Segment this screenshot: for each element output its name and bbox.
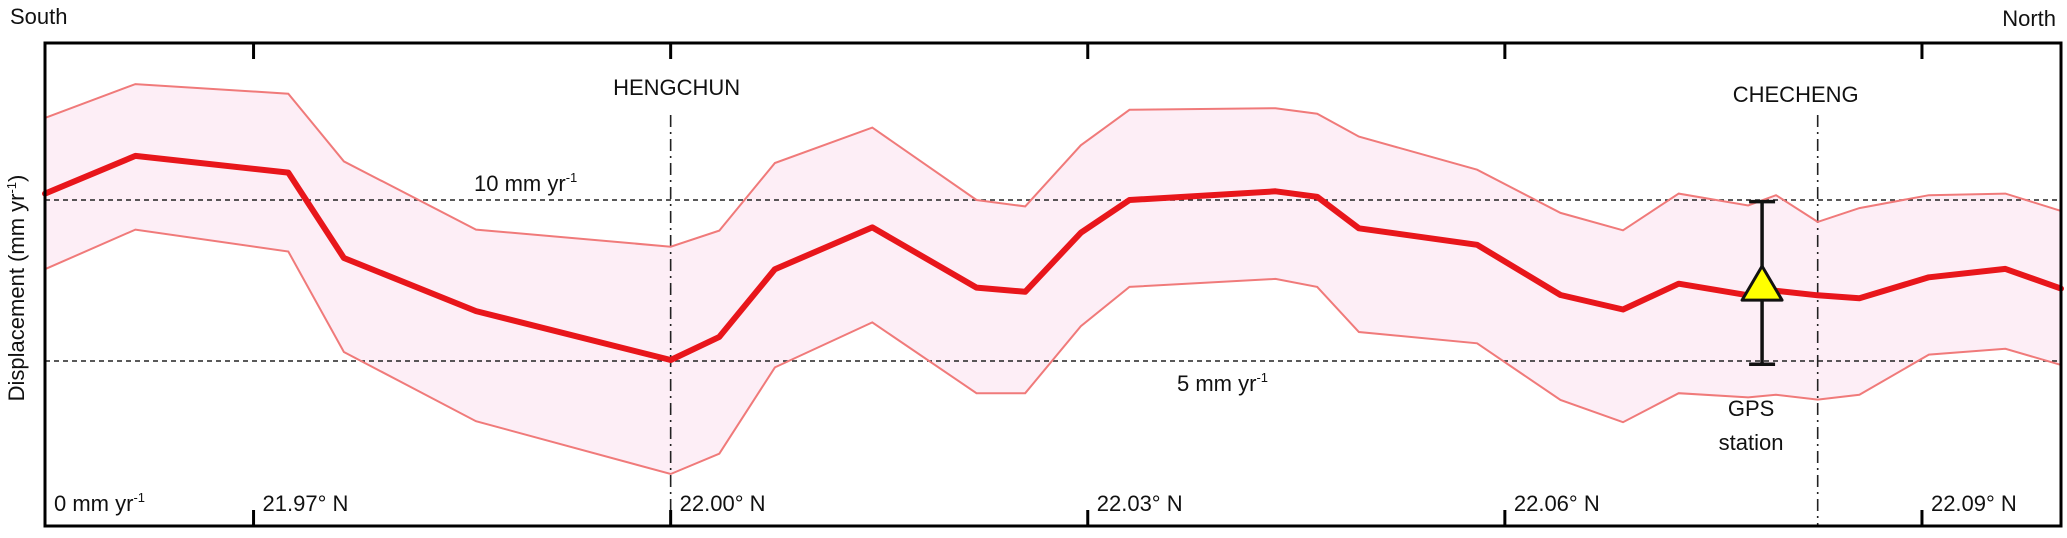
hengchun-label: HENGCHUN	[613, 75, 740, 100]
checheng-label: CHECHENG	[1733, 82, 1859, 107]
mean-line-layer	[42, 152, 2064, 363]
north-label: North	[2002, 6, 2056, 31]
band-fill	[45, 84, 2061, 474]
x-tick-label-0: 21.97° N	[263, 491, 349, 516]
mean-line	[42, 152, 2064, 363]
plot-frame	[43, 41, 2063, 528]
upper-bound-line	[44, 83, 2062, 248]
x-axis-ticks: 21.97° N 22.00° N 22.03° N 22.06° N 22.09° N	[252, 43, 2017, 526]
x-tick-label-2: 22.03° N	[1097, 491, 1183, 516]
station-markers	[669, 115, 1819, 526]
lower-bound-line	[44, 228, 2062, 476]
uncertainty-band	[45, 84, 2061, 474]
zero-mm-label: 0 mm yr-1	[54, 490, 145, 516]
gps-station-marker	[1740, 199, 1784, 366]
station-label: station	[1719, 430, 1784, 455]
five-mm-label: 5 mm yr-1	[1177, 370, 1268, 396]
y-axis-label: Displacement (mm yr-1)	[4, 175, 29, 402]
south-label: South	[10, 4, 68, 29]
x-tick-label-3: 22.06° N	[1514, 491, 1600, 516]
bound-lines	[44, 83, 2062, 476]
gps-triangle	[1740, 264, 1784, 302]
x-tick-label-4: 22.09° N	[1931, 491, 2017, 516]
ten-mm-label: 10 mm yr-1	[474, 170, 577, 196]
x-tick-label-1: 22.00° N	[680, 491, 766, 516]
gps-label: GPS	[1728, 396, 1774, 421]
